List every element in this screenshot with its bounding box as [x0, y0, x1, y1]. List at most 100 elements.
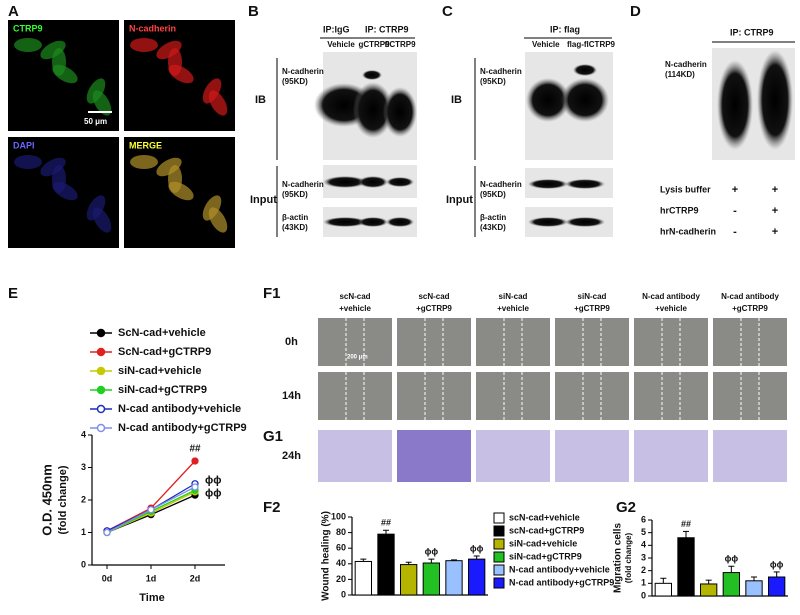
legend-label: scN-cad+vehicle: [509, 512, 580, 522]
point: [147, 506, 155, 514]
band: [565, 217, 605, 227]
cell: [202, 78, 222, 104]
legend-label: N-cad antibody+gCTRP9: [118, 422, 247, 434]
y-tick-label: 20: [336, 574, 346, 584]
panel-letter: F1: [263, 285, 281, 302]
legend-label: N-cad antibody+vehicle: [118, 403, 241, 415]
row-mark: +: [772, 226, 778, 238]
cell: [40, 40, 66, 60]
band-label: β-actin: [480, 213, 506, 222]
point: [191, 457, 199, 465]
cell: [86, 195, 106, 221]
legend-marker: [96, 404, 106, 414]
annotation: ϕϕ: [205, 475, 222, 487]
band-label: (95KD): [282, 190, 308, 199]
y-tick-label: 3: [641, 552, 646, 562]
section-label: IB: [255, 94, 266, 106]
row-label: 0h: [285, 336, 298, 348]
ip-label: IP: CTRP9: [730, 27, 774, 37]
bar: [700, 583, 718, 597]
legend-label: ScN-cad+gCTRP9: [118, 346, 211, 358]
legend-marker: [96, 423, 106, 433]
bar: [768, 576, 786, 597]
ip-label: IP: flag: [550, 24, 580, 34]
y-tick-label: 40: [336, 558, 346, 568]
band: [358, 217, 388, 227]
band-label: (95KD): [282, 77, 308, 86]
lane-label: flag-flCTRP9: [567, 40, 616, 49]
band: [353, 82, 393, 138]
scratch-image: [634, 372, 708, 420]
cell: [130, 38, 158, 52]
y-axis-title: Wound healing (%): [321, 511, 332, 601]
row-mark: +: [772, 184, 778, 196]
column-header: +gCTRP9: [416, 304, 452, 313]
band-label: N-cadherin: [282, 180, 324, 189]
y-tick-label: 6: [641, 514, 646, 524]
column-header: +gCTRP9: [574, 304, 610, 313]
image-label: MERGE: [129, 140, 162, 150]
section-label: IB: [451, 94, 462, 106]
y-axis-title: (fold change): [57, 465, 69, 534]
transwell-image: [634, 430, 708, 482]
band: [362, 70, 382, 80]
band: [383, 87, 417, 137]
y-tick-label: 5: [641, 527, 646, 537]
bar: [400, 564, 418, 596]
cell: [130, 155, 158, 169]
legend-label: scN-cad+gCTRP9: [509, 525, 584, 535]
scratch-image: [318, 318, 392, 366]
column-header: +vehicle: [339, 304, 371, 313]
bar: [468, 558, 486, 596]
band: [561, 78, 609, 122]
annotation: ##: [381, 518, 391, 528]
annotation: ϕϕ: [725, 554, 739, 564]
cell: [14, 38, 42, 52]
legend-marker: [96, 366, 106, 376]
annotation: ϕϕ: [470, 543, 484, 553]
scratch-image: [476, 372, 550, 420]
ip-label: IP: CTRP9: [365, 24, 409, 34]
column-header: N-cad antibody: [721, 292, 779, 301]
legend-swatch: [493, 512, 505, 524]
cell: [14, 155, 42, 169]
scratch-image: [634, 318, 708, 366]
y-tick-label: 0: [341, 589, 346, 599]
band-label: β-actin: [282, 213, 308, 222]
band-label: (114KD): [665, 70, 695, 79]
panel-letter: E: [8, 285, 18, 302]
x-tick-label: 0d: [102, 573, 113, 583]
y-tick-label: 0: [81, 559, 86, 569]
transwell-image: [397, 430, 471, 482]
lane-label: Vehicle: [327, 40, 355, 49]
transwell-image: [476, 430, 550, 482]
y-tick-label: 2: [81, 494, 86, 504]
bar: [445, 560, 463, 596]
band: [717, 60, 753, 150]
cell: [156, 40, 182, 60]
legend-marker: [96, 328, 106, 338]
scratch-image: [713, 318, 787, 366]
legend-label: siN-cad+vehicle: [118, 365, 201, 377]
legend-label: siN-cad+gCTRP9: [118, 384, 207, 396]
legend-swatch: [493, 577, 505, 589]
band: [565, 179, 605, 189]
bar: [722, 572, 740, 597]
bar: [745, 580, 763, 597]
column-header: scN-cad: [418, 292, 449, 301]
legend-marker: [96, 347, 106, 357]
column-header: +vehicle: [497, 304, 529, 313]
legend-label: N-cad antibody+gCTRP9: [509, 577, 614, 587]
legend-swatch: [493, 538, 505, 550]
bar: [422, 562, 440, 596]
band: [386, 217, 414, 227]
panel-letter: C: [442, 3, 453, 20]
panel-letter: G2: [616, 499, 636, 516]
scale-bar-label: 50 μm: [84, 117, 107, 126]
column-header: +gCTRP9: [732, 304, 768, 313]
cell: [40, 157, 66, 177]
scratch-image: [397, 318, 471, 366]
legend-swatch: [493, 551, 505, 563]
scratch-image: [555, 318, 629, 366]
annotation: ϕϕ: [425, 546, 439, 556]
